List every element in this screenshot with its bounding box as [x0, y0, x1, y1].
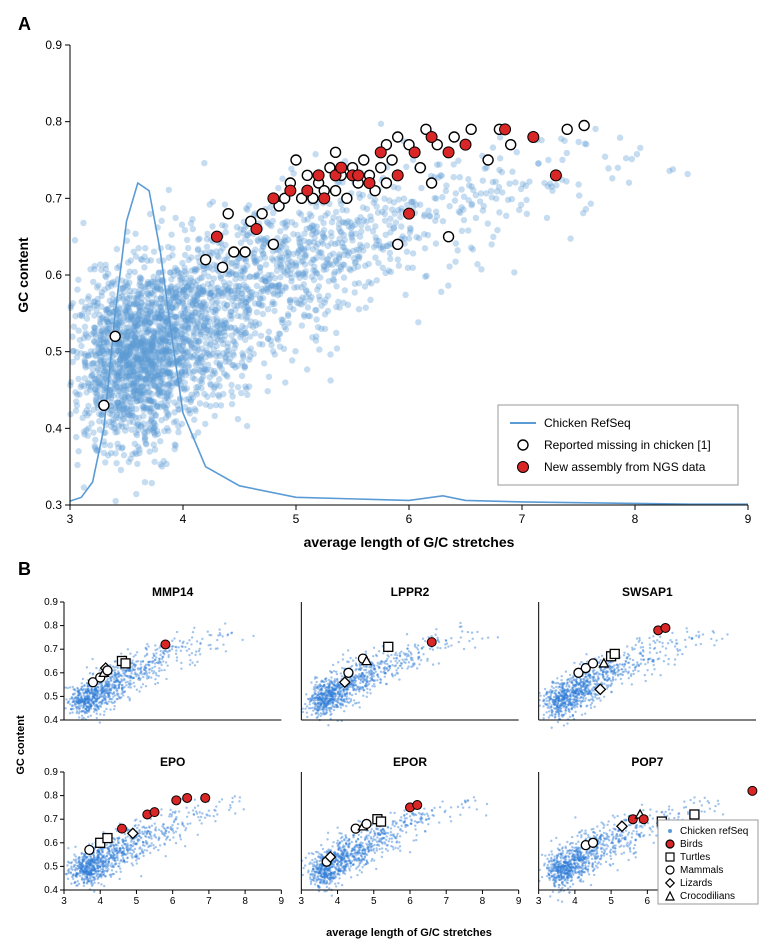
svg-text:0.9: 0.9: [44, 597, 58, 608]
panel-b-label: B: [18, 559, 768, 580]
svg-text:9: 9: [745, 512, 752, 526]
svg-text:8: 8: [632, 512, 639, 526]
svg-text:4: 4: [180, 512, 187, 526]
svg-text:0.9: 0.9: [45, 38, 62, 52]
svg-text:0.7: 0.7: [45, 191, 62, 205]
svg-text:0.5: 0.5: [44, 691, 58, 702]
svg-text:Reported missing in chicken [1: Reported missing in chicken [1]: [544, 438, 711, 452]
svg-text:average length of G/C stretche: average length of G/C stretches: [304, 534, 515, 550]
svg-text:5: 5: [293, 512, 300, 526]
svg-text:0.4: 0.4: [45, 421, 62, 435]
svg-text:7: 7: [519, 512, 526, 526]
svg-text:3: 3: [67, 512, 74, 526]
svg-text:GC content: GC content: [15, 237, 31, 313]
svg-text:LPPR2: LPPR2: [391, 585, 430, 599]
panel-a-label: A: [18, 14, 768, 35]
svg-text:0.7: 0.7: [44, 644, 58, 655]
svg-text:MMP14: MMP14: [152, 585, 194, 599]
svg-text:New assembly from NGS data: New assembly from NGS data: [544, 460, 706, 474]
svg-text:0.8: 0.8: [44, 621, 58, 632]
svg-text:Chicken RefSeq: Chicken RefSeq: [544, 416, 631, 430]
svg-text:0.8: 0.8: [45, 115, 62, 129]
svg-text:0.4: 0.4: [44, 715, 58, 726]
svg-text:0.6: 0.6: [45, 268, 62, 282]
svg-text:0.5: 0.5: [45, 345, 62, 359]
svg-text:0.6: 0.6: [44, 668, 58, 679]
panel-b-chart: 0.40.50.60.70.80.9MMP14LPPR2SWSAP10.40.5…: [10, 580, 768, 940]
svg-text:6: 6: [406, 512, 413, 526]
svg-text:0.3: 0.3: [45, 498, 62, 512]
panel-a-chart: 3 4 5 6 7 8 9 0.3 0.4 0.5 0.6 0.7 0.8 0.9 average leng…: [10, 35, 768, 555]
